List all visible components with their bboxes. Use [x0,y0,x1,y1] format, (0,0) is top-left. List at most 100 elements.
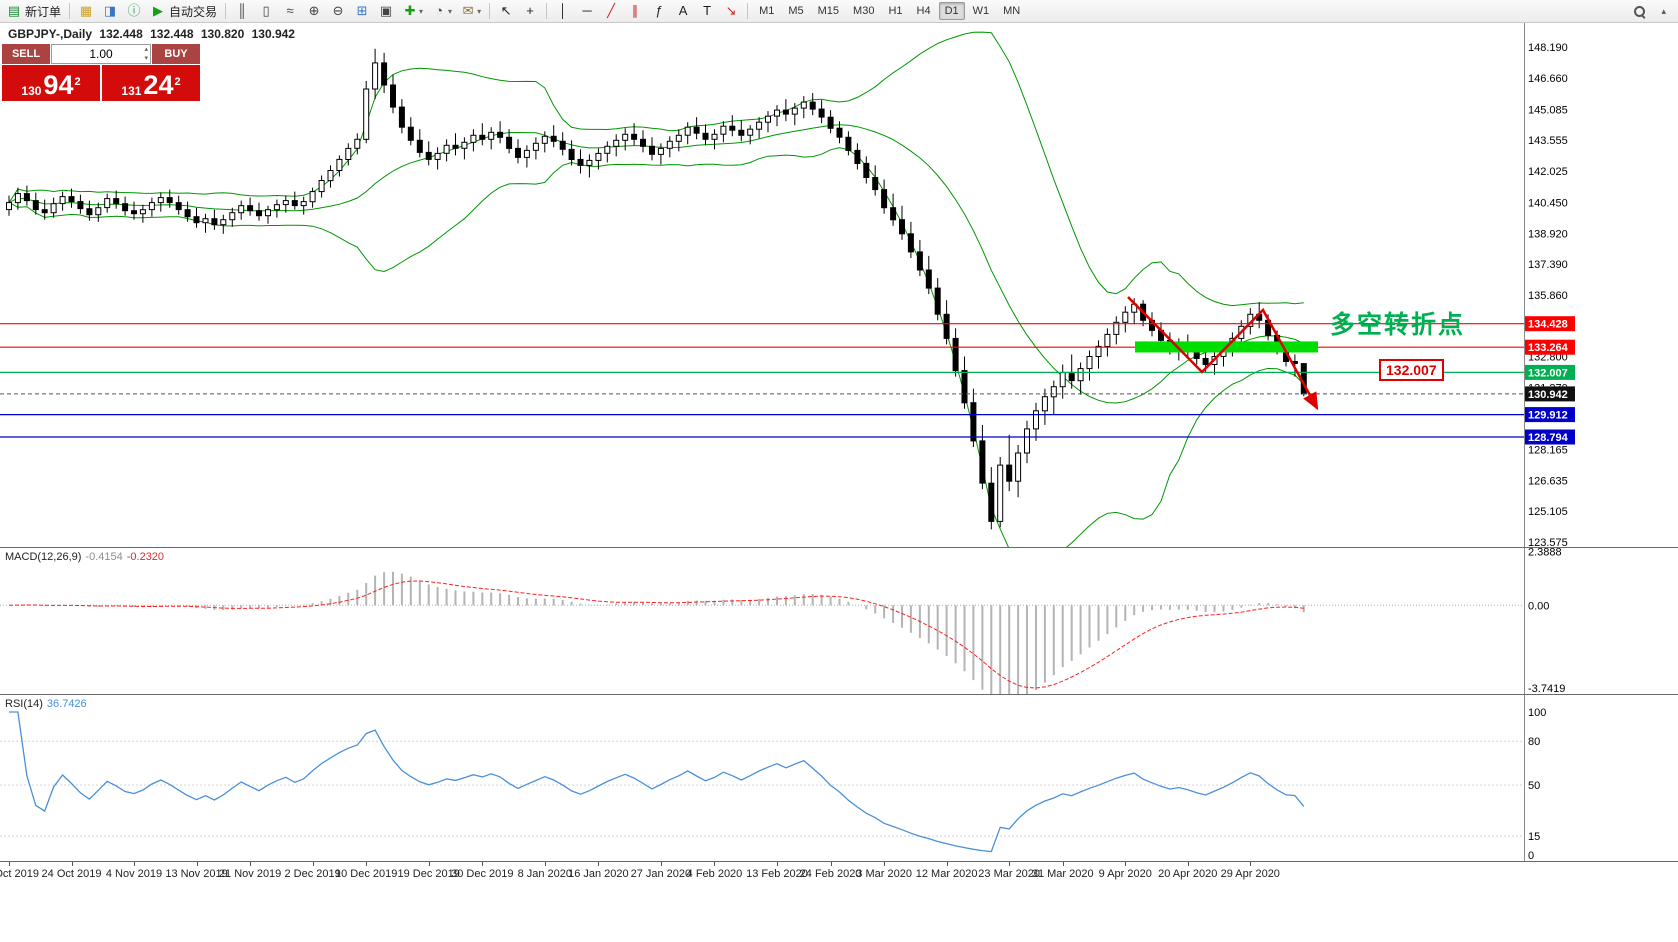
timeframe-H4[interactable]: H4 [916,5,931,17]
tile-windows-button[interactable]: ▣ [374,1,398,21]
volume-value: 1.00 [89,47,113,61]
rsi-panel[interactable]: 100 80 50 15 0 [0,695,1678,861]
autotrading-button[interactable]: ▶ 自动交易 [146,1,221,21]
date-label: 12 Mar 2020 [915,868,978,880]
indicators-icon: ✚ [404,3,416,18]
macd-panel[interactable]: 2.3888 0.00 -3.7419 [0,548,1678,694]
buy-price-integer: 131 [121,84,142,98]
volume-spinner[interactable]: ▴ ▾ [144,45,148,63]
one-click-trading-panel: SELL 1.00 ▴ ▾ BUY 130 94 2 131 24 2 [2,44,200,101]
price-callout-annotation[interactable]: 132.007 [1379,359,1444,381]
zoom-out-button[interactable]: ⊖ [326,1,350,21]
periods-icon: ◔ [435,3,443,18]
svg-text:135.860: 135.860 [1528,290,1568,302]
svg-text:130.942: 130.942 [1528,389,1568,401]
horizontal-line-icon: ─ [582,3,592,18]
toolbar-separator [546,3,548,19]
timeframe-M5[interactable]: M5 [788,5,804,17]
navigator-button[interactable]: ◨ [98,1,122,21]
arrows-icon: ↘ [725,3,737,18]
price-chart[interactable]: 148.190 146.660 145.085 143.555 142.025 140.4… [0,22,1678,547]
svg-text:145.085: 145.085 [1528,104,1568,116]
axis-tick [1125,862,1127,866]
date-label: 2 Dec 2019 [284,868,341,880]
date-label: 29 Apr 2020 [1220,868,1280,880]
fibonacci-icon: ƒ [655,3,663,18]
volume-up-icon[interactable]: ▴ [144,46,148,53]
timeframe-D1[interactable]: D1 [938,2,965,20]
rsi-value: 36.7426 [46,698,87,710]
sell-price-button[interactable]: 130 94 2 [2,65,100,101]
date-label: 24 Oct 2019 [41,868,102,880]
timeframe-M1[interactable]: M1 [759,5,775,17]
volume-input[interactable]: 1.00 ▴ ▾ [51,44,151,64]
search-button[interactable] [1628,1,1651,21]
text-button[interactable]: A [671,1,695,21]
bid-price-label: 130.942 [1525,386,1575,402]
date-label: 31 Mar 2020 [1031,868,1094,880]
navigator-icon: ◨ [103,3,117,18]
axis-tick [1187,862,1189,866]
new-order-icon: ▤ [7,3,21,18]
grid-button[interactable]: ⊞ [350,1,374,21]
crosshair-button[interactable]: + [518,1,542,21]
terminal-button[interactable]: ⓘ [122,1,146,21]
bollinger-bands [8,31,1305,547]
horizontal-line-button[interactable]: ─ [575,1,599,21]
timeframe-MN[interactable]: MN [1003,5,1021,17]
fibonacci-button[interactable]: ƒ [647,1,671,21]
zoom-in-button[interactable]: ⊕ [302,1,326,21]
vertical-line-button[interactable]: │ [551,1,575,21]
vertical-line-icon: │ [559,3,568,18]
timeframe-H1[interactable]: H1 [888,5,903,17]
dropdown-caret-icon: ▾ [419,6,424,16]
terminal-icon: ⓘ [127,3,141,18]
timeframe-W1[interactable]: W1 [972,5,990,17]
cursor-button[interactable]: ↖ [494,1,518,21]
price-scale[interactable] [1524,22,1678,861]
sell-button[interactable]: SELL [2,44,50,64]
templates-button[interactable]: ✉ ▾ [456,1,485,21]
line-chart-button[interactable]: ≈ [278,1,302,21]
svg-text:140.450: 140.450 [1528,198,1568,210]
rsi-header: RSI(14) 36.7426 [5,698,87,710]
axis-tick [196,862,198,866]
market-watch-button[interactable]: ▦ [74,1,98,21]
panel-separator[interactable] [0,694,1678,695]
timeframe-M30[interactable]: M30 [853,5,875,17]
channel-button[interactable]: ∥ [623,1,647,21]
turning-point-annotation[interactable]: 多空转折点 [1330,311,1466,339]
rsi-title: RSI(14) [5,698,43,710]
candlestick-chart-button[interactable]: ▯ [254,1,278,21]
volume-down-icon[interactable]: ▾ [144,55,148,62]
buy-button[interactable]: BUY [152,44,200,64]
arrows-button[interactable]: ↘ [719,1,743,21]
indicators-button[interactable]: ✚ ▾ [398,1,427,21]
periods-button[interactable]: ◔ ▾ [427,1,456,21]
svg-text:142.025: 142.025 [1528,166,1568,178]
date-label: 30 Dec 2019 [451,868,514,880]
svg-text:148.190: 148.190 [1528,42,1568,54]
trendline-icon: ╱ [607,3,615,18]
bar-chart-button[interactable]: ║ [230,1,254,21]
text-label-button[interactable]: T [695,1,719,21]
buy-price-pips: 24 [143,70,174,100]
buy-price-point: 2 [174,76,181,88]
timeframe-M15[interactable]: M15 [817,5,840,17]
panel-separator [0,861,1678,862]
new-order-button[interactable]: ▤ 新订单 [2,1,65,21]
svg-text:100: 100 [1528,707,1546,719]
panel-separator[interactable] [0,547,1678,548]
svg-text:134.428: 134.428 [1528,319,1568,331]
svg-text:132.007: 132.007 [1528,367,1568,379]
trend-zigzag-arrow[interactable] [1127,296,1319,411]
horizontal-line-objects[interactable] [0,323,1524,438]
svg-text:15: 15 [1528,831,1540,843]
buy-price-button[interactable]: 131 24 2 [102,65,200,101]
trendline-button[interactable]: ╱ [599,1,623,21]
svg-text:126.635: 126.635 [1528,476,1568,488]
toolbar-overflow-icon[interactable]: ▴ [1661,5,1666,16]
text-icon: A [678,3,688,18]
chart-ohlc-header: GBPJPY-,Daily 132.448 132.448 130.820 13… [8,27,299,41]
